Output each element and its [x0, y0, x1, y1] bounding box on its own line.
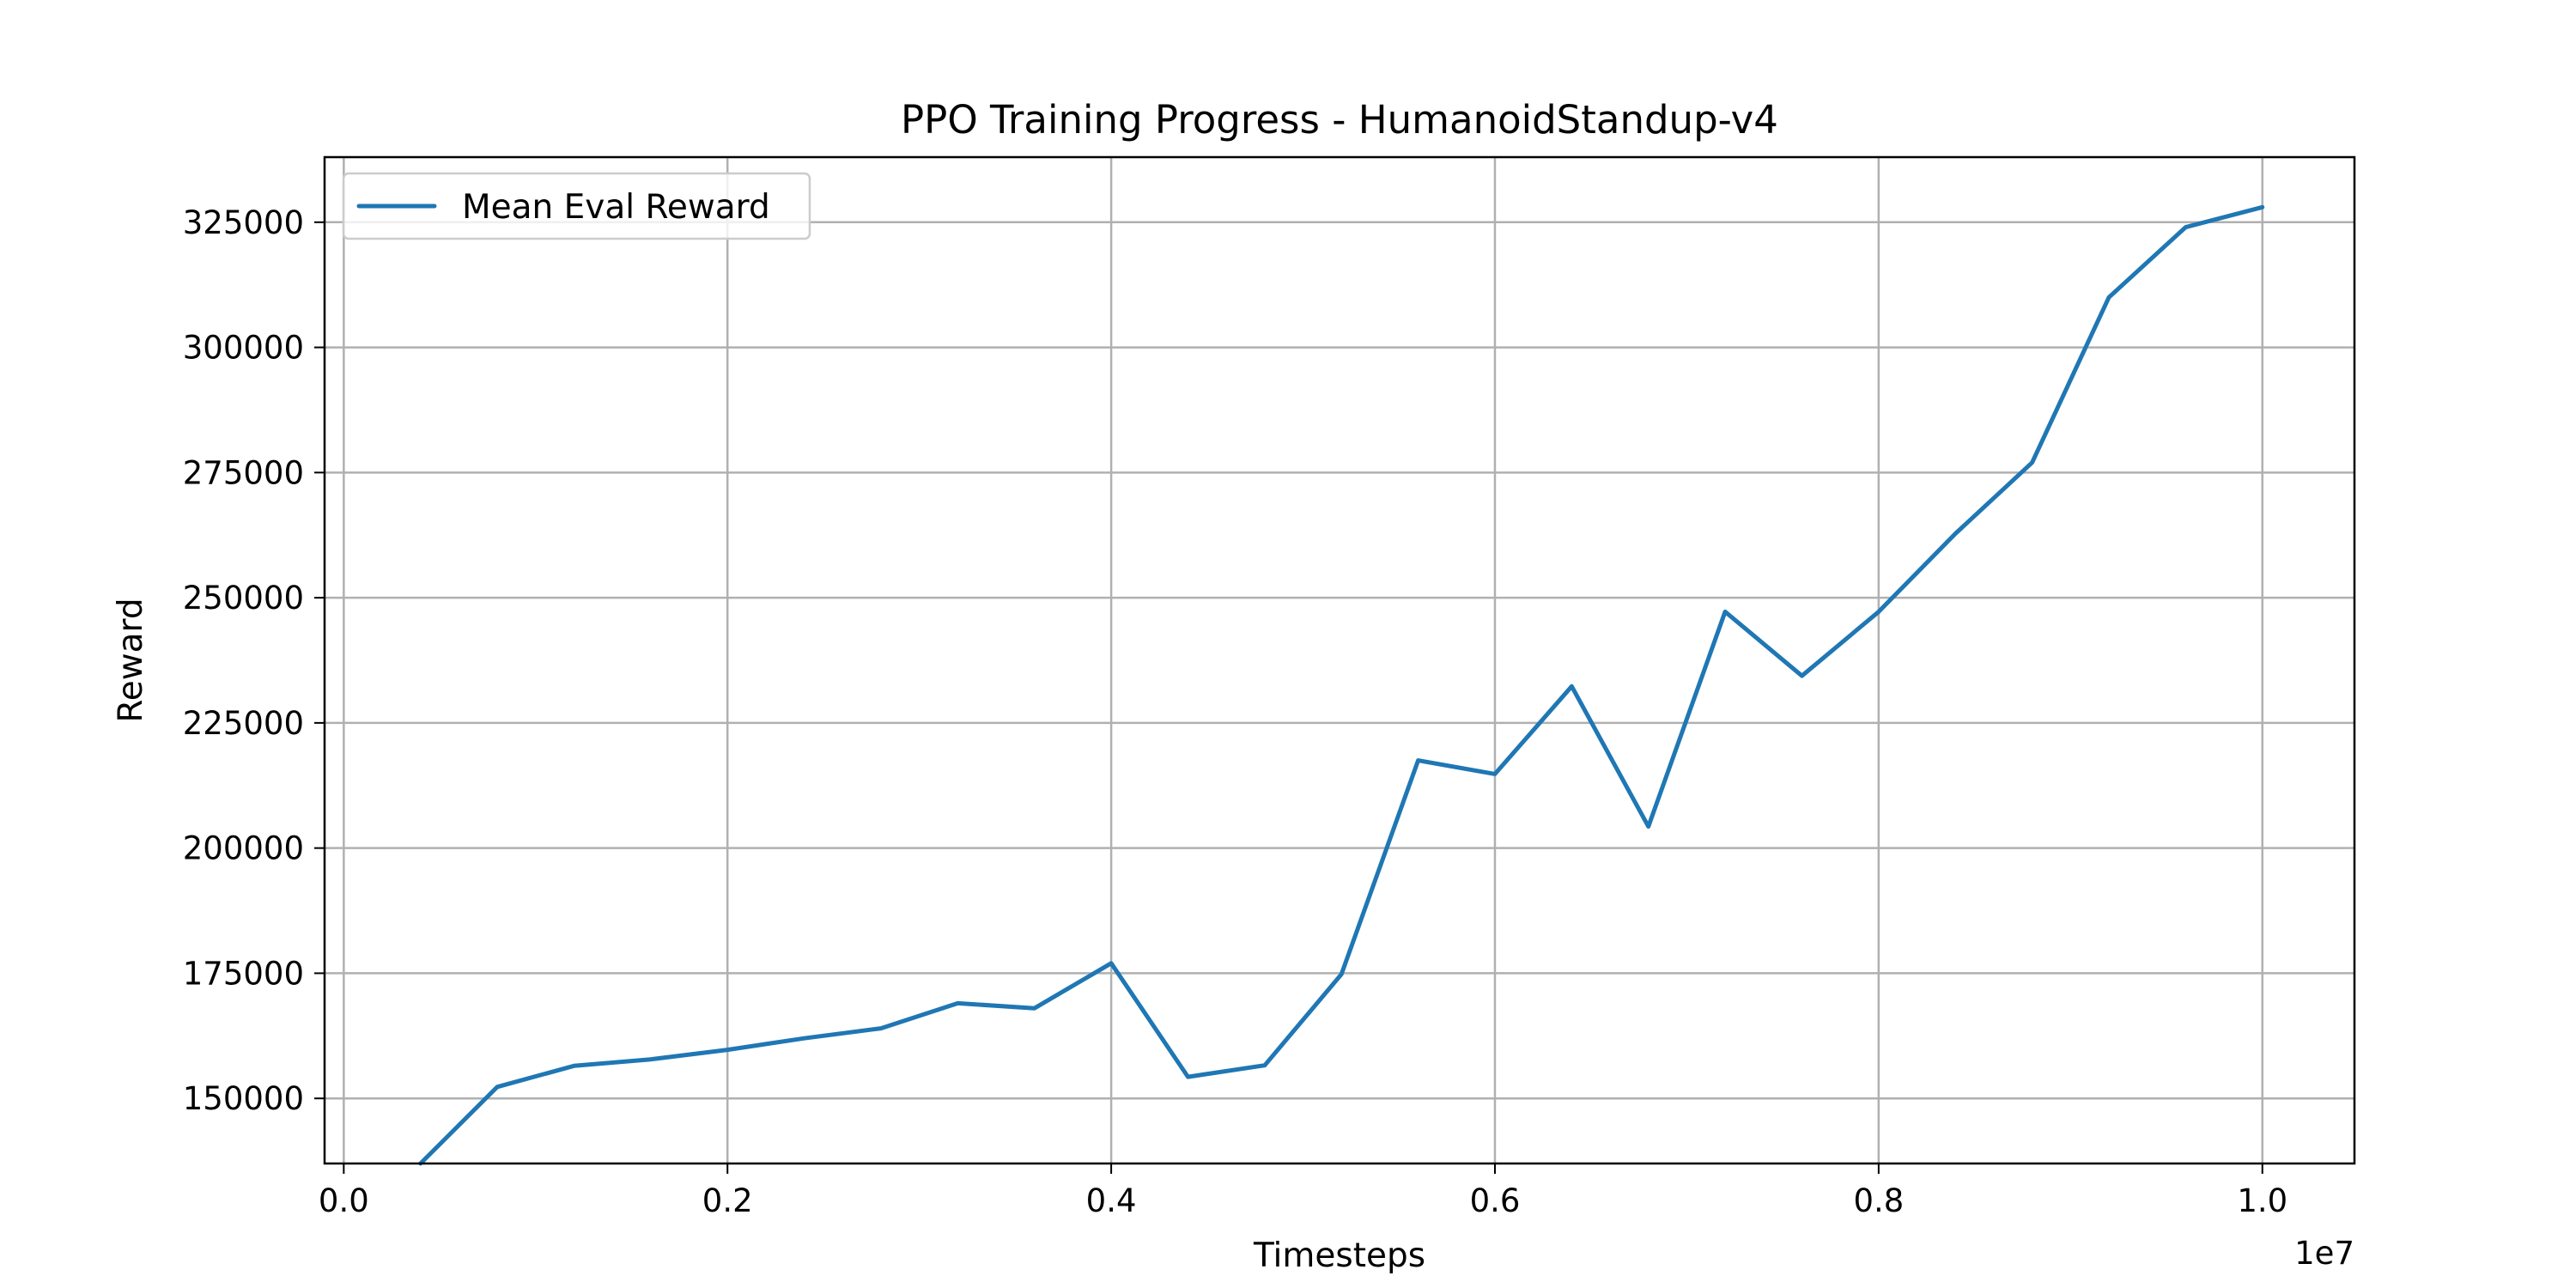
- y-tick-label: 175000: [183, 955, 304, 992]
- y-axis-label: Reward: [112, 598, 150, 722]
- x-tick-label: 0.4: [1086, 1182, 1137, 1219]
- plot-area-frame: [323, 155, 2356, 1165]
- x-tick-label: 0.0: [319, 1182, 369, 1219]
- y-tick-label: 200000: [183, 830, 304, 867]
- series-layer: [418, 204, 2265, 1166]
- legend-label-mean-eval-reward: Mean Eval Reward: [462, 188, 770, 227]
- x-tick-label: 0.6: [1470, 1182, 1521, 1219]
- x-tick-label: 0.8: [1853, 1182, 1904, 1219]
- x-tick-label: 0.2: [702, 1182, 753, 1219]
- y-tick-label: 325000: [183, 204, 304, 241]
- y-tick-label: 150000: [183, 1080, 304, 1117]
- y-axis: 150000 175000 200000 225000 250000 275000 3000…: [183, 204, 325, 1117]
- y-tick-label: 225000: [183, 705, 304, 742]
- y-tick-label: 275000: [183, 454, 304, 491]
- x-axis-offset-label: 1e7: [2294, 1235, 2354, 1272]
- y-tick-label: 250000: [183, 580, 304, 617]
- grid: [325, 157, 2354, 1163]
- legend: Mean Eval Reward: [342, 172, 811, 240]
- x-tick-label: 1.0: [2237, 1182, 2287, 1219]
- x-axis-label: Timesteps: [1253, 1236, 1425, 1275]
- legend-box: [342, 172, 811, 240]
- chart-title: PPO Training Progress - HumanoidStandup-…: [901, 97, 1778, 143]
- x-axis: 0.0 0.2 0.4 0.6 0.8 1.0: [319, 1163, 2287, 1219]
- y-tick-label: 300000: [183, 330, 304, 367]
